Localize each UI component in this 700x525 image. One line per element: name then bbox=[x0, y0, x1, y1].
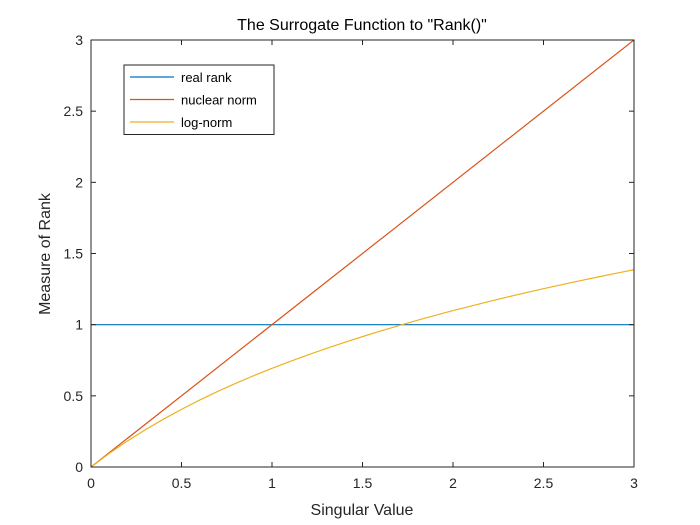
legend-label: log-norm bbox=[181, 115, 232, 130]
x-axis-label: Singular Value bbox=[311, 502, 414, 519]
x-tick-label: 2.5 bbox=[534, 475, 554, 491]
y-tick-label: 1.5 bbox=[64, 246, 84, 262]
x-tick-label: 0 bbox=[87, 475, 95, 491]
legend-label: nuclear norm bbox=[181, 93, 257, 108]
y-tick-label: 0 bbox=[75, 459, 83, 475]
series-line-nuclear-norm bbox=[91, 40, 634, 467]
series-line-log-norm bbox=[91, 269, 634, 467]
legend-label: real rank bbox=[181, 70, 232, 85]
y-tick-label: 2 bbox=[75, 174, 83, 190]
y-tick-label: 0.5 bbox=[64, 388, 84, 404]
chart-title: The Surrogate Function to "Rank()" bbox=[237, 17, 487, 34]
legend: real rank nuclear norm log-norm bbox=[123, 64, 275, 135]
x-tick-label: 3 bbox=[630, 475, 638, 491]
y-tick-label: 1 bbox=[75, 317, 83, 333]
x-tick-label: 1.5 bbox=[353, 475, 373, 491]
y-tick-label: 3 bbox=[75, 32, 83, 48]
y-tick-label: 2.5 bbox=[64, 103, 84, 119]
x-tick-label: 2 bbox=[449, 475, 457, 491]
y-axis-label: Measure of Rank bbox=[37, 192, 54, 315]
x-tick-label: 1 bbox=[268, 475, 276, 491]
x-tick-label: 0.5 bbox=[172, 475, 192, 491]
